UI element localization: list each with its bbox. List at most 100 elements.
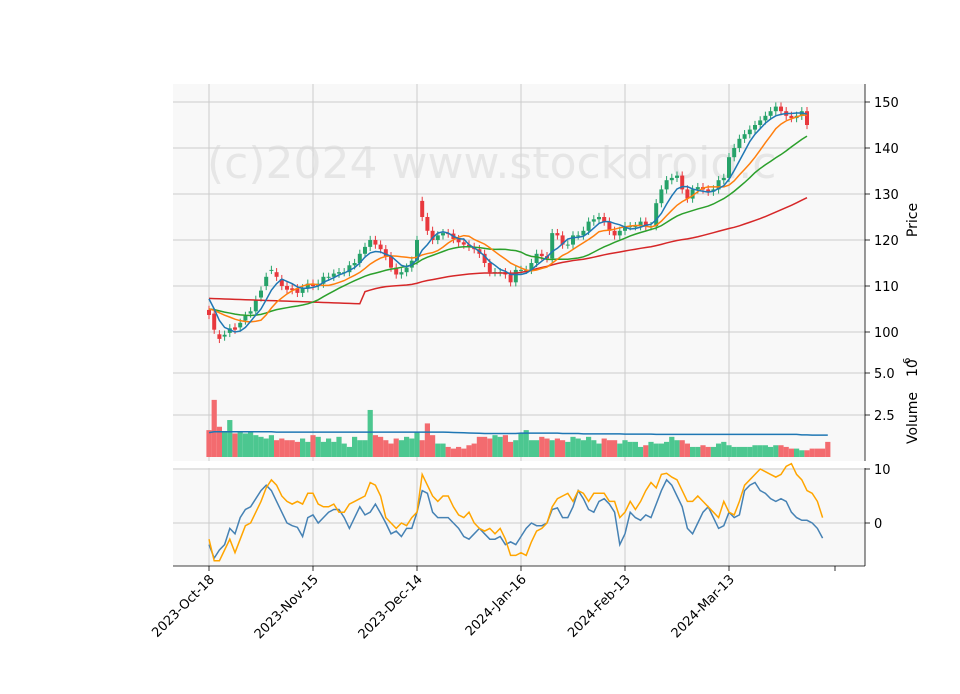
oscillator-panel — [173, 468, 865, 566]
candle — [378, 244, 383, 250]
candle — [373, 240, 378, 245]
volume-bar — [638, 446, 644, 457]
volume-bar — [627, 441, 633, 457]
volume-bar — [502, 435, 508, 457]
ma10-line — [208, 114, 807, 323]
candle — [352, 263, 357, 266]
candle — [415, 240, 419, 261]
volume-bar — [497, 436, 503, 457]
candle — [727, 157, 731, 178]
candle — [363, 246, 367, 254]
volume-bar — [580, 440, 586, 457]
candle — [805, 111, 809, 125]
volume-bar — [768, 446, 774, 457]
candle — [368, 240, 373, 247]
volume-bar — [274, 440, 280, 457]
candle — [243, 315, 248, 321]
volume-bar — [398, 440, 404, 457]
volume-bar — [388, 443, 394, 457]
volume-bar — [352, 436, 358, 457]
candle — [347, 265, 352, 273]
volume-bar — [809, 448, 815, 457]
volume-bar — [227, 420, 233, 457]
price-tick-label: 110 — [874, 280, 899, 295]
oscillator-tick-label: 0 — [874, 517, 882, 532]
x-tick-label: 2024-Feb-13 — [565, 572, 634, 641]
volume-bar — [508, 441, 514, 457]
candle — [279, 279, 284, 286]
candle — [643, 221, 648, 227]
candle — [295, 288, 300, 293]
price-tick-label: 120 — [874, 234, 899, 249]
volume-bar — [752, 445, 758, 457]
price-tick-label: 140 — [874, 142, 899, 157]
candle — [233, 327, 237, 330]
volume-bar — [341, 443, 347, 457]
candle — [290, 288, 295, 291]
volume-bar — [575, 438, 581, 457]
volume-bar — [544, 438, 550, 457]
volume-bar — [253, 435, 259, 457]
volume-bar — [430, 435, 436, 457]
volume-bar — [596, 443, 602, 457]
volume-bar — [695, 446, 701, 457]
x-tick-label: 2023-Nov-15 — [252, 572, 322, 642]
candle — [763, 115, 768, 121]
candle — [581, 230, 586, 236]
candle — [789, 115, 794, 119]
oscillator-line-1 — [208, 478, 824, 560]
volume-bar — [492, 435, 498, 457]
candle — [420, 200, 425, 217]
volume-bar — [658, 443, 664, 457]
candle — [623, 226, 627, 231]
candle — [773, 106, 778, 112]
volume-bar — [549, 440, 555, 457]
candle — [633, 226, 638, 228]
volume-bar — [305, 441, 311, 457]
price-tick-label: 150 — [874, 96, 899, 111]
candle — [732, 148, 737, 158]
candle — [513, 269, 518, 283]
candle — [259, 290, 263, 298]
x-tick-label: 2024-Mar-13 — [669, 572, 738, 641]
volume-bar — [726, 445, 732, 457]
volume-bar — [357, 440, 363, 457]
volume-bar — [300, 438, 306, 457]
candle — [721, 177, 726, 181]
volume-bar — [315, 436, 321, 457]
candle — [529, 263, 534, 270]
volume-bar — [788, 448, 794, 457]
volume-bar — [783, 446, 789, 457]
candle — [212, 313, 217, 330]
candle — [737, 138, 742, 148]
candle — [274, 272, 279, 277]
volume-bar — [258, 436, 264, 457]
volume-axis-label: Volume — [905, 392, 921, 444]
volume-bars — [206, 399, 831, 457]
candle — [586, 221, 591, 231]
candle — [576, 235, 581, 237]
candle — [337, 272, 341, 274]
volume-bar — [367, 409, 373, 457]
oscillator-tick-label: 10 — [874, 463, 891, 478]
volume-bar — [237, 431, 243, 457]
volume-bar — [606, 440, 612, 457]
price-axis-label: Price — [905, 203, 921, 237]
volume-bar — [534, 440, 540, 457]
candle — [435, 235, 440, 240]
volume-bar — [263, 438, 269, 457]
volume-bar — [612, 440, 618, 457]
volume-bar — [622, 440, 628, 457]
candle — [425, 217, 430, 231]
volume-bar — [643, 445, 649, 457]
candle — [768, 111, 773, 116]
volume-bar — [601, 438, 607, 457]
volume-bar — [409, 438, 415, 457]
volume-bar — [487, 438, 493, 457]
candle — [227, 328, 232, 333]
candle — [217, 334, 222, 339]
candle — [264, 276, 269, 286]
candle — [399, 272, 404, 275]
volume-axis-unit-exponent: 6 — [902, 358, 913, 364]
candle — [690, 189, 695, 199]
